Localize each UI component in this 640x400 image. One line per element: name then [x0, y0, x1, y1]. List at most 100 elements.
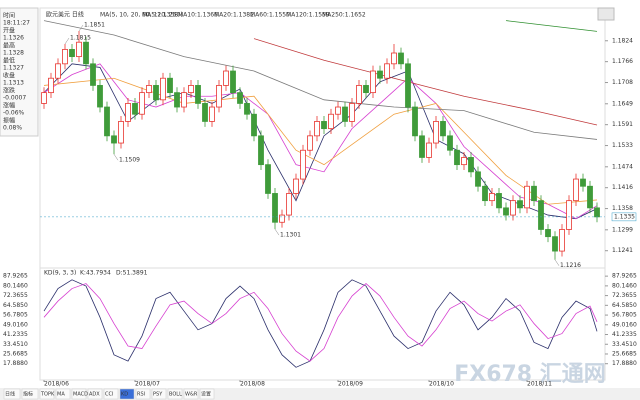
toolbar-button[interactable] [71, 388, 87, 400]
candle-body [454, 149, 460, 166]
toolbar-button[interactable] [55, 388, 71, 400]
candle-body [377, 70, 383, 79]
kd-tick-label-right: 64.5850 [612, 302, 637, 309]
info-value: -0.06% [3, 110, 25, 117]
ma-line [43, 20, 598, 140]
toolbar-label[interactable]: MA [57, 392, 65, 398]
toolbar-button[interactable] [3, 388, 21, 400]
candle-body [405, 63, 411, 108]
toolbar-button[interactable] [151, 388, 167, 400]
y-tick-label: 1.1299 [612, 226, 633, 233]
candle-body [489, 193, 495, 202]
annotation: 1.1216 [560, 262, 581, 269]
kd-tick-label-right: 33.4510 [612, 341, 637, 348]
candle-body [545, 229, 551, 238]
candle-body [531, 185, 537, 202]
toolbar-label[interactable]: BOLL [169, 392, 182, 398]
toolbar-button[interactable] [183, 388, 199, 400]
settings-button[interactable] [597, 7, 615, 21]
toolbar-button[interactable] [39, 388, 55, 400]
candle-body [104, 106, 110, 137]
candle-body [419, 135, 425, 158]
toolbar-label[interactable]: RSI [137, 392, 145, 398]
x-tick-label: 2018/09 [338, 381, 363, 388]
candle-body [167, 77, 173, 94]
candle-body [146, 85, 152, 94]
candle-body [447, 135, 453, 151]
info-label: 开盘 [3, 27, 15, 35]
toolbar-button[interactable] [103, 388, 119, 400]
candle-body [363, 85, 369, 94]
toolbar-label[interactable]: 指标 [23, 391, 33, 398]
toolbar-label[interactable]: KD [121, 392, 128, 398]
kd-tick-label: 56.7805 [3, 312, 28, 319]
candle-body [174, 92, 180, 108]
ma-legend: MA250:1.1652 [322, 12, 366, 19]
candle-body [594, 207, 600, 218]
candle-body [286, 193, 292, 216]
y-tick-label: 1.1241 [612, 247, 633, 254]
toolbar-label[interactable]: 日线 [5, 391, 15, 398]
ma-legend: MA5:1.1358 [142, 12, 178, 19]
toolbar-label[interactable]: TOPK [40, 392, 55, 398]
kd-tick-label-right: 87.9265 [612, 273, 637, 280]
candle-body [566, 200, 572, 230]
kd-tick-label: 41.2335 [3, 331, 28, 338]
candle-body [510, 200, 516, 216]
candle-body [272, 193, 278, 223]
candle-body [426, 142, 432, 158]
toolbar-button[interactable] [87, 388, 103, 400]
candle-body [398, 52, 404, 65]
ma-legend: MA120:1.1559 [286, 12, 330, 19]
annotation-leader [554, 259, 560, 266]
candle-body [461, 157, 467, 166]
toolbar-button[interactable] [21, 388, 39, 400]
kd-tick-label-right: 17.8880 [612, 360, 637, 367]
info-value: 1.1313 [3, 80, 24, 87]
toolbar-label[interactable]: CCI [105, 392, 113, 398]
candle-body [552, 236, 558, 252]
annotation-leader [78, 24, 84, 32]
y-tick-label: 1.1474 [612, 163, 633, 170]
candle-body [293, 178, 299, 194]
info-label: 最低 [3, 57, 15, 65]
info-value: -0.0007 [3, 95, 26, 102]
toolbar-button[interactable] [119, 388, 135, 400]
candle-body [209, 106, 215, 122]
candle-body [384, 63, 390, 79]
y-tick-label: 1.1416 [612, 184, 633, 191]
candle-body [125, 103, 131, 122]
candle-body [223, 70, 229, 86]
toolbar-button[interactable] [199, 388, 215, 400]
candle-body [160, 77, 166, 101]
kd-tick-label: 17.8880 [3, 360, 28, 367]
toolbar-label[interactable]: ADX [89, 392, 100, 398]
candle-body [496, 193, 502, 209]
toolbar-button[interactable] [135, 388, 151, 400]
kd-tick-label-right: 25.6685 [612, 350, 637, 357]
ma-legend: MA60:1.1550 [250, 12, 290, 19]
x-tick-label: 2018/06 [44, 381, 69, 388]
kd-line [43, 279, 598, 368]
candle-body [573, 178, 579, 202]
toolbar-button[interactable] [167, 388, 183, 400]
toolbar-label[interactable]: PSY [153, 392, 163, 398]
info-value: 1.1328 [3, 50, 24, 57]
candle-body [370, 70, 376, 94]
toolbar-label[interactable]: MACD [73, 392, 88, 398]
kd-frame [39, 267, 606, 381]
toolbar-label[interactable]: W&R [185, 392, 198, 398]
kd-tick-label: 25.6685 [3, 350, 28, 357]
last-price-label: 1.1335 [614, 213, 635, 220]
candle-body [475, 171, 481, 187]
candle-body [587, 185, 593, 209]
candle-body [202, 103, 208, 122]
candle-body [244, 103, 250, 115]
kd-tick-label-right: 49.0160 [612, 321, 637, 328]
ma-line [43, 63, 598, 220]
candle-body [580, 178, 586, 187]
info-label: 振幅 [3, 117, 15, 125]
toolbar-label[interactable]: 设置 [201, 391, 211, 398]
